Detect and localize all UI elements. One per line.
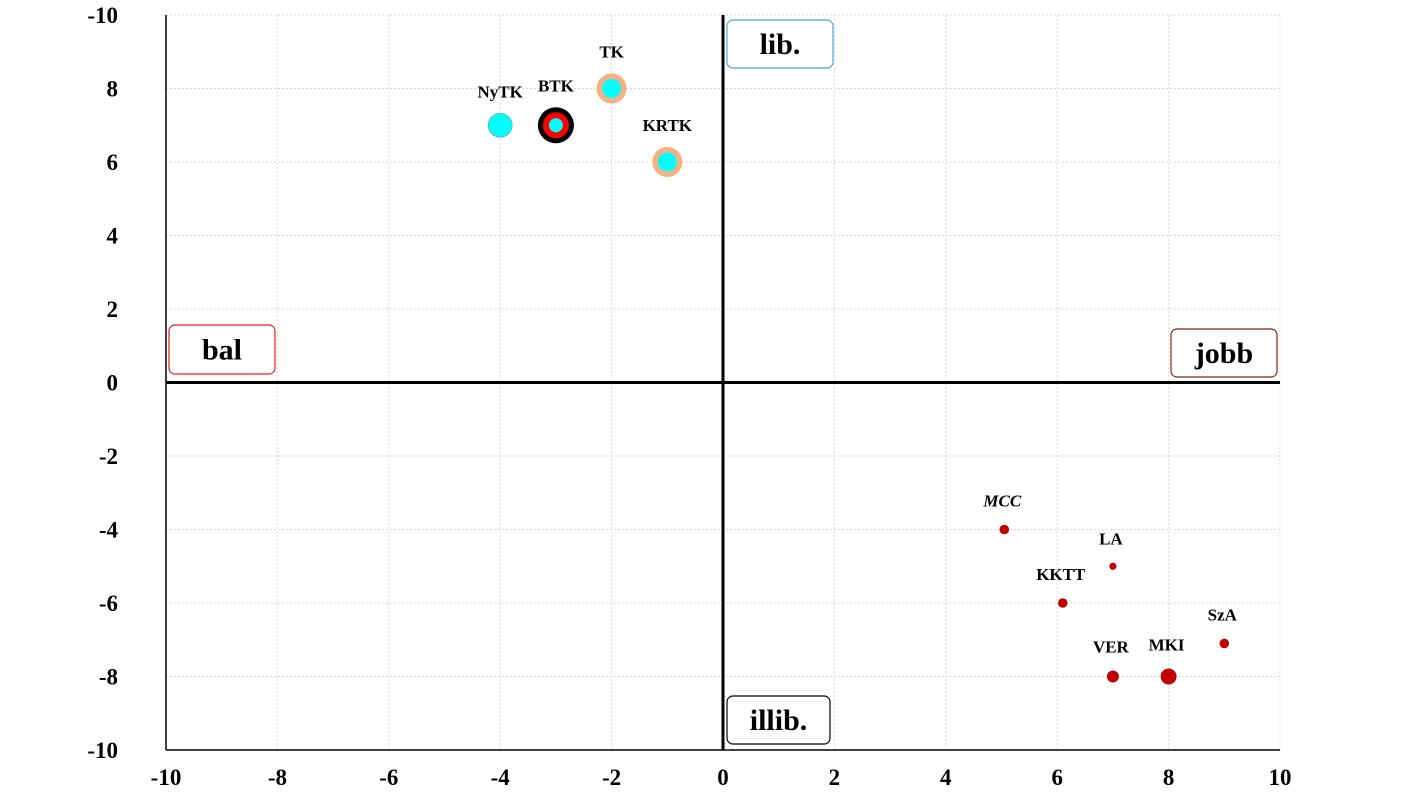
x-tick-label: -4 [491,765,511,790]
y-tick-label: -10 [87,3,118,28]
data-point-tk: TK [596,43,627,104]
point-label: NyTK [478,82,524,101]
y-tick-label: 6 [107,150,119,175]
y-tick-label: 0 [107,371,119,396]
point-label: LA [1099,530,1123,549]
point-marker [548,118,563,133]
y-tick-label: -6 [99,591,118,616]
point-marker [1057,598,1068,608]
point-marker [1219,638,1230,649]
x-tick-label: -8 [268,765,287,790]
x-tick-label: -2 [602,765,621,790]
data-point-sza: SzA [1208,606,1238,649]
y-tick-label: 4 [107,224,119,249]
data-point-krtk: KRTK [643,116,693,177]
axes [165,15,1280,751]
x-tick-label: 8 [1163,765,1175,790]
data-point-ver: VER [1093,638,1130,683]
data-point-la: LA [1099,530,1123,570]
x-tick-label: 6 [1051,765,1063,790]
point-label: KRTK [643,116,693,135]
tick-labels: -10 -8 -6 -4 -2 0 2 4 6 8 10 -10 8 6 4 2 0 -2 -4 -6 -8 -10 [87,3,1291,790]
point-label: KKTT [1036,565,1086,584]
point-label: BTK [538,76,575,95]
quadrant-label-right: jobb [1194,337,1253,370]
point-label: TK [599,43,624,62]
y-tick-label: -8 [99,665,118,690]
data-point-nytk: NyTK [478,82,524,138]
x-tick-label: -6 [379,765,398,790]
point-label: MCC [982,492,1021,511]
quadrant-label-box-bottom [726,695,831,745]
quadrant-label-bottom: illib. [750,704,808,737]
x-tick-label: -10 [151,765,182,790]
point-label: SzA [1208,606,1238,625]
data-point-btk: BTK [537,76,575,144]
quadrant-label-top: lib. [760,28,801,61]
quadrant-label-left: bal [202,334,242,367]
point-marker [1109,562,1117,570]
point-marker [487,112,513,138]
data-point-mcc: MCC [982,492,1022,535]
quadrant-label-box-top [726,19,834,69]
y-tick-label: 2 [107,297,119,322]
y-tick-label: -10 [87,738,118,763]
point-label: MKI [1149,636,1185,655]
data-point-mki: MKI [1149,636,1185,685]
y-tick-label: -4 [99,518,119,543]
data-point-kktt: KKTT [1036,565,1086,608]
point-label: VER [1093,638,1130,657]
x-tick-label: 0 [717,765,729,790]
x-tick-label: 10 [1269,765,1292,790]
data-points: NyTK BTK TK KRTK MCC LA KKTT SzA VER MKI [478,43,1238,685]
point-marker [602,79,622,98]
x-tick-label: 2 [829,765,841,790]
quadrant-labels: lib. illib. bal jobb [168,19,1278,745]
point-marker [1106,670,1119,683]
quadrant-label-box-right [1170,328,1278,378]
y-tick-label: 8 [107,77,119,102]
x-tick-label: 4 [940,765,952,790]
point-marker [1160,668,1177,685]
quadrant-label-box-left [168,324,276,375]
point-marker [657,152,677,172]
y-tick-label: -2 [99,444,118,469]
point-marker [999,524,1010,535]
